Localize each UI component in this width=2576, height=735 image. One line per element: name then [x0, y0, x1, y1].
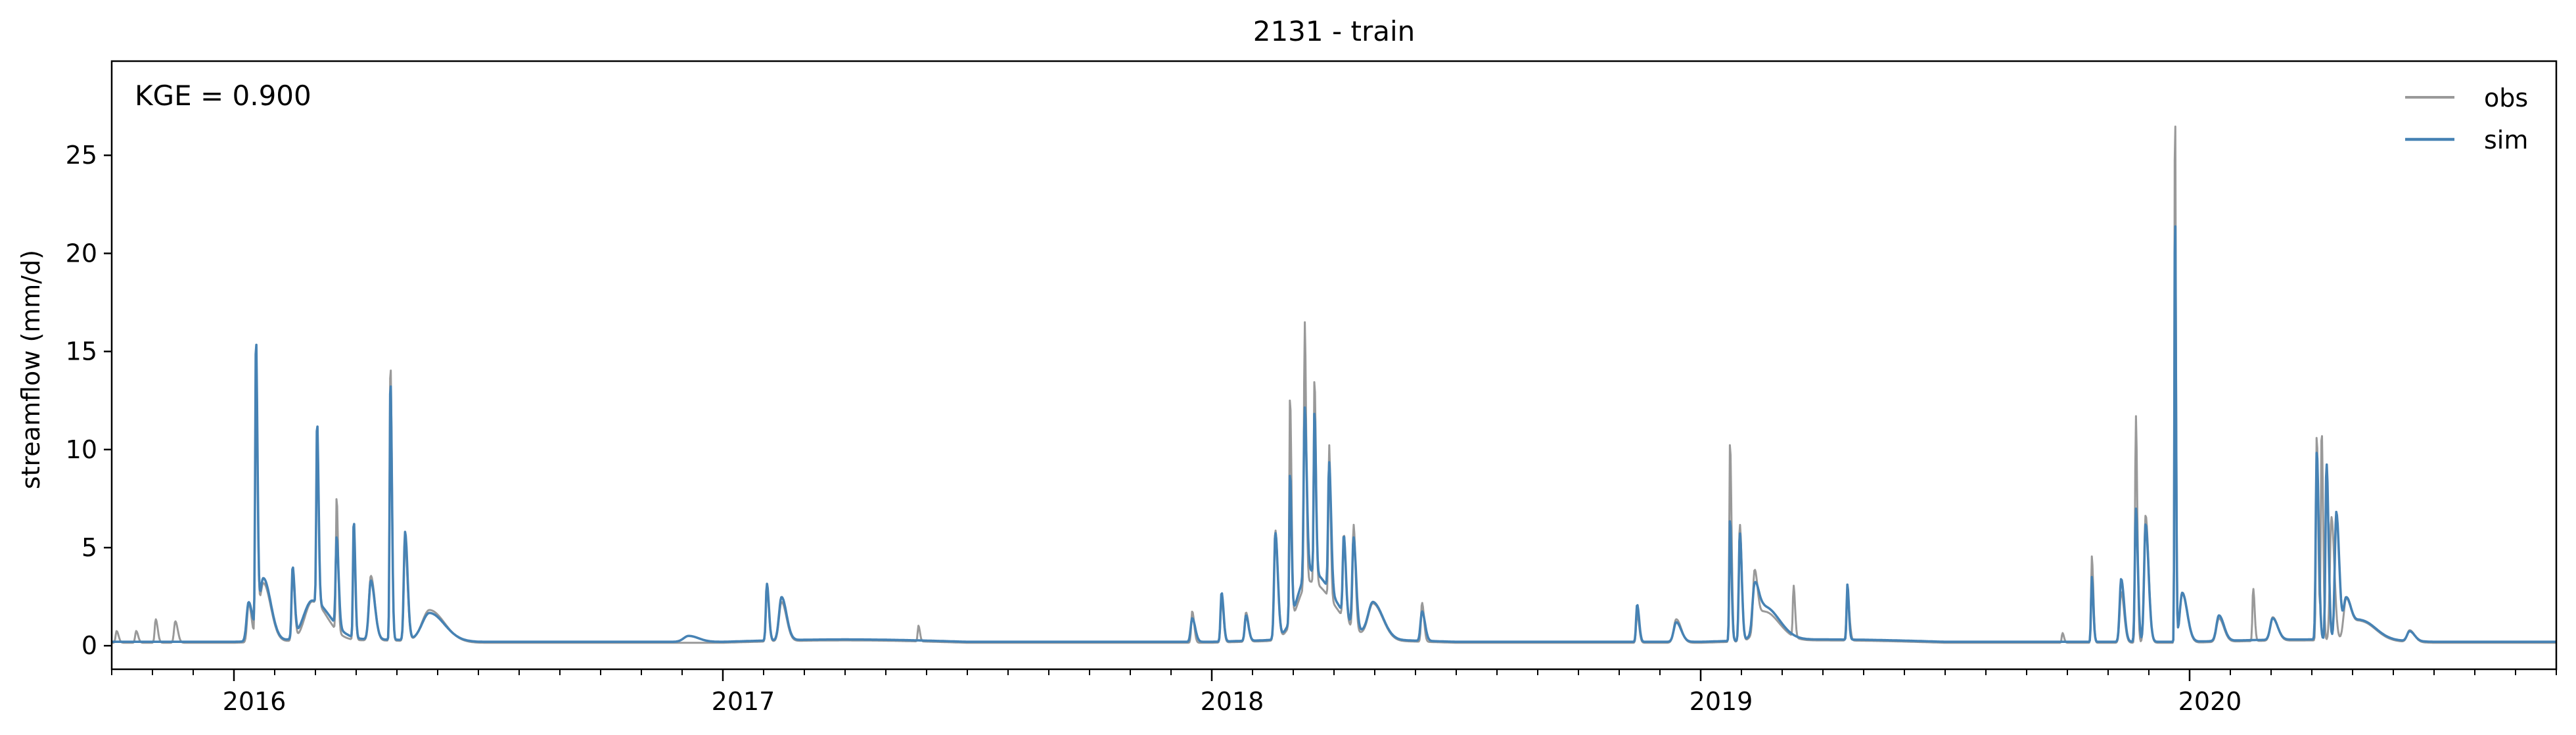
y-tick-label: 15 [66, 337, 97, 366]
kge-annotation: KGE = 0.900 [135, 80, 311, 112]
x-tick-label: 2020 [2178, 687, 2242, 716]
y-axis-label: streamflow (mm/d) [16, 250, 45, 489]
x-tick-label: 2019 [1690, 687, 1753, 716]
x-tick-label: 2017 [712, 687, 775, 716]
chart-title: 2131 - train [1253, 15, 1415, 47]
y-tick-label: 0 [81, 631, 97, 660]
y-tick-label: 25 [66, 141, 97, 170]
x-tick-label: 2018 [1201, 687, 1264, 716]
plot-area [112, 126, 2556, 644]
legend: obs sim [2405, 83, 2528, 154]
x-tick-label: 2016 [223, 687, 287, 716]
legend-obs-label: obs [2484, 83, 2528, 112]
y-tick-label: 20 [66, 239, 97, 268]
legend-sim-label: sim [2484, 126, 2528, 154]
y-tick-label: 5 [81, 533, 97, 562]
y-tick-label: 10 [66, 435, 97, 464]
y-axis: 0 5 10 15 20 25 [66, 141, 112, 660]
series-line-sim [112, 225, 2556, 644]
x-axis: 2016 2017 2018 2019 2020 [111, 669, 2557, 716]
